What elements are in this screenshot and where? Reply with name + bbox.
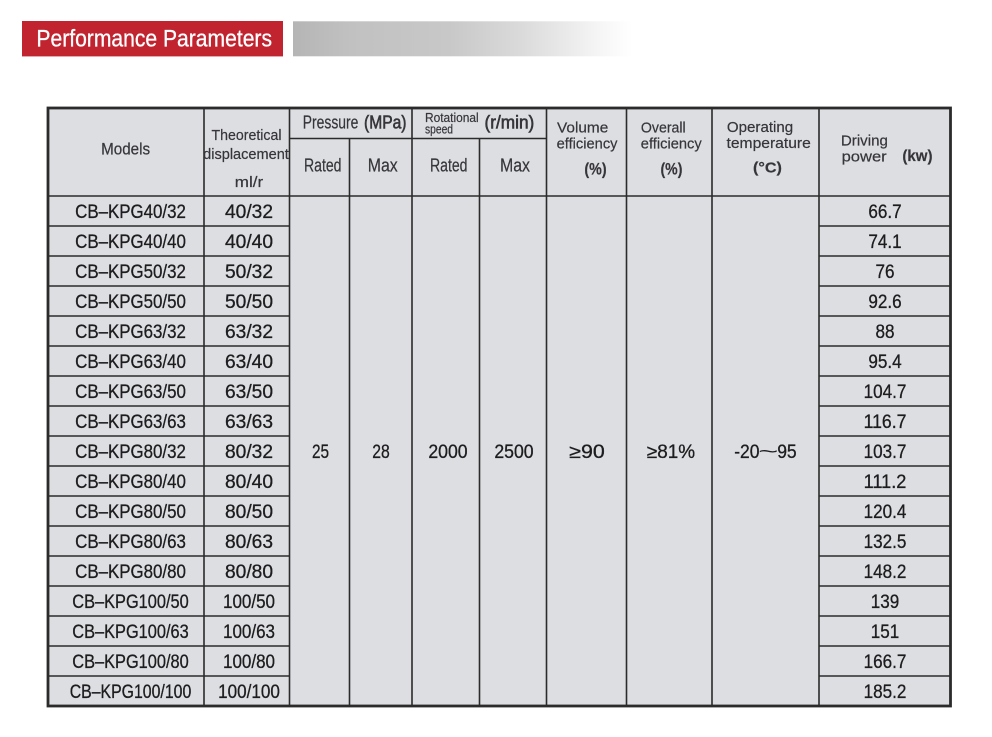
svg-text:148.2: 148.2 — [864, 562, 907, 583]
svg-text:Max: Max — [500, 155, 530, 175]
svg-text:CB–KPG50/32: CB–KPG50/32 — [75, 262, 186, 283]
svg-text:92.6: 92.6 — [868, 292, 901, 313]
svg-text:95: 95 — [777, 442, 797, 463]
svg-text:CB–KPG80/80: CB–KPG80/80 — [75, 562, 186, 583]
svg-text:CB–KPG80/40: CB–KPG80/40 — [75, 472, 186, 493]
svg-text:63/32: 63/32 — [225, 322, 273, 343]
svg-text:Models: Models — [101, 139, 150, 158]
svg-text:CB–KPG80/63: CB–KPG80/63 — [75, 532, 186, 553]
svg-text:CB–KPG100/63: CB–KPG100/63 — [72, 622, 188, 643]
svg-text:Overall: Overall — [641, 119, 686, 136]
svg-text:Volume: Volume — [557, 119, 608, 136]
svg-text:63/40: 63/40 — [225, 352, 273, 373]
svg-text:Pressure: Pressure — [303, 113, 359, 133]
svg-text:CB–KPG63/40: CB–KPG63/40 — [75, 352, 186, 373]
svg-text:80/63: 80/63 — [225, 532, 273, 553]
svg-text:100/80: 100/80 — [223, 652, 275, 673]
svg-text:100/50: 100/50 — [223, 592, 275, 613]
svg-text:CB–KPG50/50: CB–KPG50/50 — [75, 292, 186, 313]
svg-text:(MPa): (MPa) — [364, 113, 407, 133]
svg-text:CB–KPG63/32: CB–KPG63/32 — [75, 322, 186, 343]
svg-text:80/80: 80/80 — [225, 562, 273, 583]
svg-text:(°C): (°C) — [753, 160, 782, 177]
svg-text:40/32: 40/32 — [225, 202, 273, 223]
svg-text:151: 151 — [871, 622, 900, 643]
svg-text:76: 76 — [876, 262, 895, 283]
svg-text:2500: 2500 — [494, 442, 533, 463]
svg-text:80/50: 80/50 — [225, 502, 273, 523]
svg-text:Rated: Rated — [304, 155, 342, 175]
svg-text:50/50: 50/50 — [225, 292, 273, 313]
svg-text:Rotational: Rotational — [425, 110, 479, 125]
svg-text:63/50: 63/50 — [225, 382, 273, 403]
svg-text:80/40: 80/40 — [225, 472, 273, 493]
svg-text:(kw): (kw) — [902, 148, 932, 165]
svg-text:120.4: 120.4 — [864, 502, 907, 523]
svg-text:95.4: 95.4 — [868, 352, 902, 373]
svg-text:139: 139 — [871, 592, 900, 613]
svg-text:CB–KPG100/50: CB–KPG100/50 — [72, 592, 188, 613]
svg-text:-20: -20 — [734, 442, 759, 463]
svg-text:CB–KPG80/32: CB–KPG80/32 — [75, 442, 186, 463]
svg-text:(r/min): (r/min) — [485, 113, 535, 133]
svg-text:Rated: Rated — [430, 155, 468, 175]
svg-text:speed: speed — [425, 122, 453, 137]
svg-text:50/32: 50/32 — [225, 262, 273, 283]
svg-text:103.7: 103.7 — [864, 442, 907, 463]
svg-text:74.1: 74.1 — [868, 232, 901, 253]
svg-text:power: power — [842, 149, 887, 166]
svg-text:efficiency: efficiency — [557, 135, 618, 152]
svg-text:≥90: ≥90 — [569, 442, 605, 463]
svg-text:166.7: 166.7 — [864, 652, 907, 673]
svg-text:CB–KPG100/80: CB–KPG100/80 — [72, 652, 188, 673]
svg-text:CB–KPG63/50: CB–KPG63/50 — [75, 382, 186, 403]
svg-text:Performance Parameters: Performance Parameters — [36, 26, 272, 53]
svg-text:CB–KPG40/40: CB–KPG40/40 — [75, 232, 186, 253]
svg-text:104.7: 104.7 — [864, 382, 907, 403]
svg-text:efficiency: efficiency — [641, 135, 702, 152]
svg-text:80/32: 80/32 — [225, 442, 273, 463]
svg-text:100/63: 100/63 — [223, 622, 275, 643]
svg-text:185.2: 185.2 — [864, 682, 907, 703]
svg-text:CB–KPG63/63: CB–KPG63/63 — [75, 412, 186, 433]
svg-text:Operating: Operating — [727, 119, 793, 136]
svg-text:CB–KPG40/32: CB–KPG40/32 — [75, 202, 186, 223]
svg-text:132.5: 132.5 — [864, 532, 907, 553]
svg-text:25: 25 — [312, 442, 329, 463]
svg-text:(%): (%) — [661, 160, 683, 179]
svg-text:88: 88 — [876, 322, 895, 343]
svg-text:116.7: 116.7 — [864, 412, 907, 433]
svg-text:40/40: 40/40 — [225, 232, 273, 253]
svg-text:Max: Max — [368, 155, 398, 175]
svg-text:66.7: 66.7 — [868, 202, 901, 223]
svg-text:63/63: 63/63 — [225, 412, 273, 433]
svg-text:28: 28 — [372, 442, 390, 463]
svg-text:Theoretical: Theoretical — [212, 127, 282, 144]
svg-text:(%): (%) — [584, 160, 606, 179]
svg-text:displacement: displacement — [203, 146, 289, 163]
svg-text:111.2: 111.2 — [864, 472, 907, 493]
svg-text:Driving: Driving — [841, 132, 888, 149]
svg-text:CB–KPG80/50: CB–KPG80/50 — [75, 502, 186, 523]
svg-text:ml/r: ml/r — [235, 174, 263, 191]
svg-text:~: ~ — [758, 441, 778, 462]
svg-text:temperature: temperature — [727, 135, 811, 152]
svg-text:≥81%: ≥81% — [647, 442, 695, 463]
svg-text:CB–KPG100/100: CB–KPG100/100 — [70, 682, 192, 703]
svg-text:100/100: 100/100 — [218, 682, 280, 703]
svg-text:2000: 2000 — [428, 442, 467, 463]
